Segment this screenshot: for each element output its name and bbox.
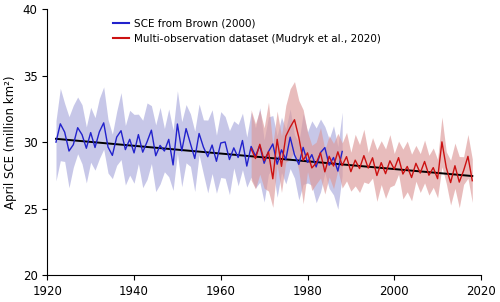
Y-axis label: April SCE (million km²): April SCE (million km²)	[4, 76, 17, 209]
Legend: SCE from Brown (2000), Multi-observation dataset (Mudryk et al., 2020): SCE from Brown (2000), Multi-observation…	[109, 14, 385, 48]
